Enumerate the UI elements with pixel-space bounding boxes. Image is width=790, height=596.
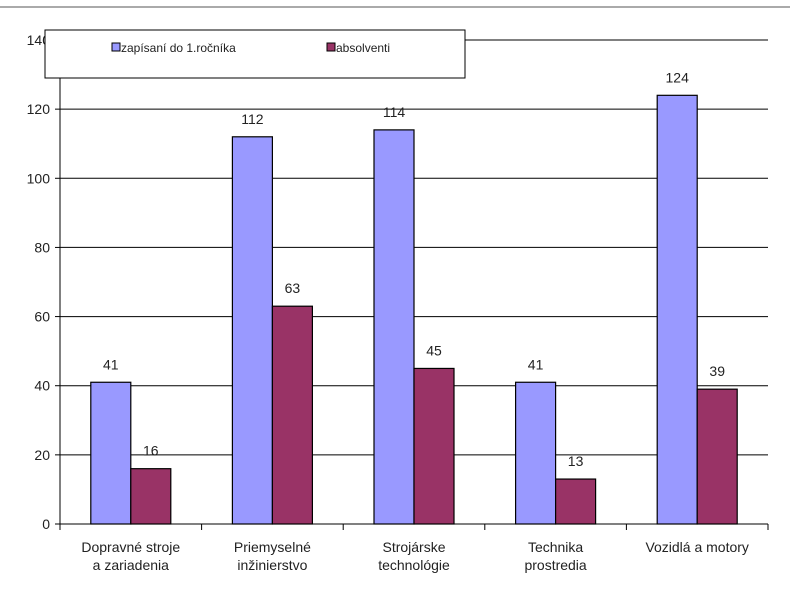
data-label-s0-c4: 124 [666,69,690,85]
y-tick-label-20: 20 [34,447,50,463]
data-label-s1-c3: 13 [568,453,584,469]
bar-s0-c3 [514,381,557,525]
y-tick-label-40: 40 [34,378,50,394]
data-label-s0-c1: 112 [241,111,264,127]
data-label-s1-c4: 39 [709,363,725,379]
category-label-2-0: Strojárske [382,539,445,555]
y-tick-label-60: 60 [34,309,50,325]
bar-s1-c0 [130,468,172,525]
bar-s1-c1 [271,305,313,525]
data-labels: 41 16 112 63 114 45 41 13 124 39 [103,69,725,469]
bar-s0-c1 [231,136,273,525]
category-label-2-1: technológie [378,557,450,573]
data-label-s1-c2: 45 [426,342,442,358]
category-label-1-1: inžinierstvo [237,557,307,573]
legend-label-0: zapísaní do 1.ročníka [121,41,236,55]
category-label-1-0: Priemyselné [234,539,311,555]
category-label-4-0: Vozidlá a motory [645,539,749,555]
category-labels: Dopravné stroje a zariadenia Priemyselné in… [81,539,749,573]
legend-swatch-0 [111,42,121,52]
legend: zapísaní do 1.ročníka absolventi [44,29,466,79]
data-label-s1-c1: 63 [285,280,301,296]
bar-s1-c2 [413,367,455,525]
y-tick-label-0: 0 [42,516,50,532]
category-label-3-1: prostredia [524,557,586,573]
legend-swatch-1 [326,42,336,52]
category-label-0-0: Dopravné stroje [81,539,180,555]
legend-label-1: absolventi [336,41,390,55]
data-label-s0-c0: 41 [103,356,119,372]
y-tick-label-100: 100 [27,170,51,186]
data-label-s0-c2: 114 [383,104,406,120]
bar-s0-c4 [656,94,698,525]
category-label-0-1: a zariadenia [93,557,169,573]
bar-s0-c2 [373,129,415,525]
bars [90,94,738,525]
category-label-3-0: Technika [528,539,583,555]
bar-s1-c4 [696,388,738,525]
bar-s0-c0 [90,381,132,525]
y-tick-label-80: 80 [34,239,50,255]
data-label-s1-c0: 16 [143,443,159,459]
y-tick-label-140: 140 [27,32,51,48]
y-tick-label-120: 120 [27,101,51,117]
bar-s1-c3 [554,478,597,525]
data-label-s0-c3: 41 [528,356,544,372]
legend-box [44,29,466,79]
